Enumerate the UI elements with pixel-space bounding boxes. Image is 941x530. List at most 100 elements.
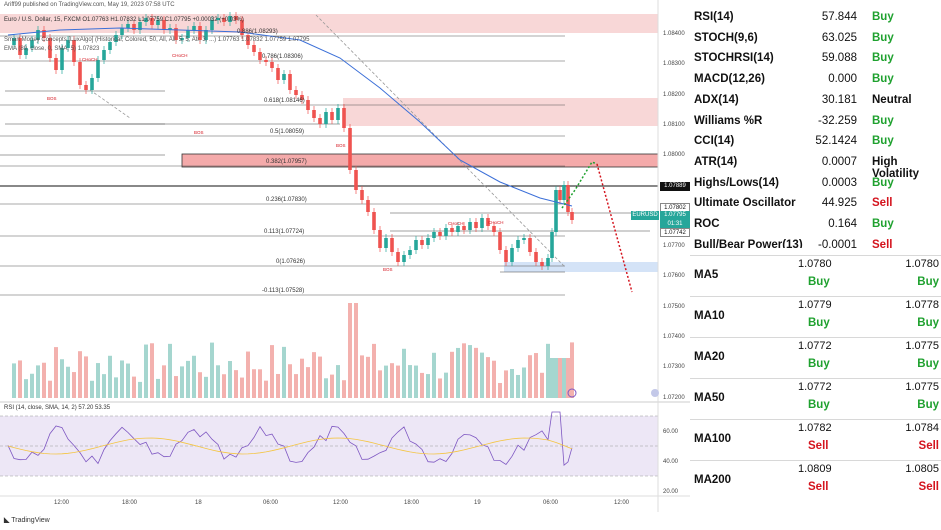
volume-bar [492, 360, 496, 398]
ma-simple-value: 1.0782 [798, 422, 832, 434]
indicator-value: -0.0001 [817, 238, 857, 248]
volume-bar [480, 352, 484, 398]
volume-bar [546, 343, 550, 398]
candle-body [168, 28, 172, 30]
volume-bar [192, 355, 196, 398]
candle-body [378, 230, 382, 248]
volume-bar [108, 355, 112, 398]
indicator-name: ATR(14) [694, 155, 738, 168]
rsi-axis-label: 60.00 [663, 429, 679, 435]
alert-icon[interactable] [567, 388, 577, 398]
volume-bar [348, 303, 352, 398]
volume-bar [174, 376, 178, 398]
candle-body [336, 108, 340, 120]
volume-bar [42, 362, 46, 398]
ma-exp-value: 1.0778 [905, 299, 939, 311]
volume-bar [528, 355, 532, 398]
candle-body [18, 38, 22, 55]
fib-level-label: -0.113(1.07528) [262, 288, 305, 294]
candle-body [156, 20, 160, 25]
volume-bar [36, 365, 40, 398]
volume-bar [30, 373, 34, 398]
symbol-tag: EURUSD [631, 211, 659, 220]
candle-body [498, 232, 502, 250]
candle-body [84, 85, 88, 90]
indicator-name: Highs/Lows(14) [694, 176, 779, 189]
rsi-label[interactable]: RSI (14, close, SMA, 14, 2) 57.20 53.35 [4, 405, 111, 411]
indicator-signal: Sell [872, 197, 893, 210]
indicator-row: CCI(14) 52.1424 Buy [690, 132, 941, 152]
candle-body [72, 40, 76, 62]
indicator-signal: Buy [872, 218, 894, 230]
candle-body [366, 200, 370, 212]
volume-bar [144, 344, 148, 398]
fib-level-label: 0.618(1.08146) [264, 98, 305, 104]
chart-canvas[interactable] [0, 0, 690, 530]
settings-icon[interactable] [651, 389, 659, 397]
volume-bar [468, 345, 472, 398]
volume-bar [486, 357, 490, 398]
volume-bar [252, 369, 256, 398]
order-block [181, 153, 659, 168]
indicator-row: ROC 0.164 Buy [690, 215, 941, 235]
ma-name: MA200 [694, 474, 732, 486]
indicator-signal: Sell [872, 238, 893, 248]
candle-body [108, 42, 112, 50]
chart-panel[interactable]: Ariff99 published on TradingView.com, Ma… [0, 0, 690, 530]
ma-row: MA100 1.0782 Sell 1.0784 Sell [690, 419, 941, 461]
indicator-value: 57.844 [821, 11, 857, 23]
candle-body [462, 226, 466, 230]
candle-body [566, 185, 570, 212]
candle-body [186, 30, 190, 38]
volume-bar [60, 359, 64, 398]
volume-bar [534, 353, 538, 398]
candle-body [324, 112, 328, 124]
candle-body [210, 20, 214, 30]
volume-bar [522, 367, 526, 398]
ma-name: MA50 [694, 392, 725, 404]
candle-body [282, 74, 286, 80]
volume-bar [414, 365, 418, 398]
ma-name: MA20 [694, 351, 725, 363]
indicator-row: Ultimate Oscillator 44.925 Sell [690, 194, 941, 214]
candle-body [198, 26, 202, 40]
volume-bar [324, 378, 328, 398]
candle-body [138, 22, 142, 30]
candle-body [132, 24, 136, 30]
indicator-value: 44.925 [821, 197, 857, 210]
price-axis-label: 1.07400 [663, 334, 685, 340]
candle-body [384, 238, 388, 248]
ma-exp-value: 1.0780 [905, 258, 939, 270]
smc-label: CHoCH [488, 220, 504, 225]
candle-body [180, 38, 184, 40]
time-axis-label: 18 [195, 500, 202, 506]
ema-indicator-line[interactable]: EMA (89, close, 0, SMA, 5) 1.07823 [4, 46, 100, 52]
volume-bar [342, 380, 346, 398]
candle-body [444, 228, 448, 236]
smc-label: CHoCH [82, 57, 98, 62]
smc-label: CHoCH [448, 221, 464, 226]
price-tag-level-2: 1.07742 [660, 228, 690, 237]
volume-bar [168, 343, 172, 398]
volume-bar [114, 377, 118, 398]
symbol-line[interactable]: Euro / U.S. Dollar, 15, FXCM O1.07763 H1… [4, 17, 244, 23]
smc-indicator-line[interactable]: Smart Money Concepts [LuxAlgo] (Historic… [4, 37, 310, 43]
trendline-2 [89, 89, 131, 119]
volume-bar [210, 342, 214, 398]
candle-body [360, 190, 364, 200]
volume-bar [566, 358, 570, 398]
indicator-signal: Buy [872, 135, 894, 148]
volume-bar [444, 372, 448, 398]
candle-body [66, 40, 70, 48]
volume-bar [558, 358, 562, 398]
price-axis-label: 1.07500 [663, 303, 685, 310]
candle-body [554, 190, 558, 232]
indicator-value: 0.0007 [821, 155, 857, 168]
candle-body [246, 35, 250, 45]
candle-body [150, 18, 154, 25]
indicator-value: 59.088 [821, 52, 857, 65]
ma-name: MA10 [694, 310, 725, 322]
indicator-value: 30.181 [821, 93, 857, 106]
candle-body [228, 16, 232, 22]
ma-exp-signal: Sell [918, 481, 939, 493]
